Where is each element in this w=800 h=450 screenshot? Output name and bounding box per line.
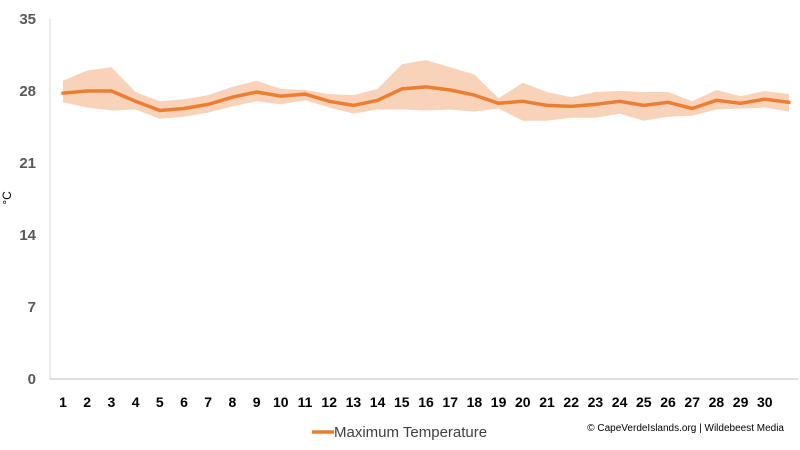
x-tick-label-6: 6: [180, 394, 188, 410]
data-point-16: [424, 85, 428, 89]
data-point-22: [569, 104, 573, 108]
x-tick-label-2: 2: [83, 394, 91, 410]
x-tick-label-29: 29: [733, 394, 749, 410]
x-tick-label-22: 22: [563, 394, 579, 410]
x-tick-label-18: 18: [467, 394, 483, 410]
data-point-21: [545, 103, 549, 107]
x-tick-label-8: 8: [229, 394, 237, 410]
data-point-9: [255, 90, 259, 94]
y-tick-label-14: 14: [19, 227, 36, 244]
data-point-19: [497, 101, 501, 105]
series-line-layer: [61, 85, 791, 113]
data-point-1: [61, 91, 65, 95]
x-tick-label-17: 17: [442, 394, 458, 410]
data-point-30: [763, 97, 767, 101]
data-point-7: [206, 102, 210, 106]
x-tick-label-3: 3: [108, 394, 116, 410]
x-tick-label-12: 12: [321, 394, 337, 410]
legend-label-maximum-temperature: Maximum Temperature: [334, 424, 487, 441]
data-point-26: [666, 100, 670, 104]
x-tick-label-30: 30: [757, 394, 773, 410]
data-point-3: [109, 89, 113, 93]
data-point-5: [158, 108, 162, 113]
x-tick-label-14: 14: [370, 394, 386, 410]
y-tick-label-21: 21: [19, 155, 36, 172]
data-point-25: [642, 103, 646, 107]
x-tick-label-10: 10: [273, 394, 289, 410]
temperature-range-band-layer: [63, 60, 789, 121]
data-point-2: [85, 89, 89, 93]
x-tick-label-28: 28: [709, 394, 725, 410]
x-tick-label-20: 20: [515, 394, 531, 410]
data-point-15: [400, 87, 404, 91]
x-tick-label-16: 16: [418, 394, 434, 410]
y-tick-label-7: 7: [28, 299, 36, 316]
data-point-18: [472, 93, 476, 97]
data-point-31: [787, 100, 791, 104]
credit-text: © CapeVerdeIslands.org | Wildebeest Medi…: [587, 423, 784, 434]
data-point-8: [230, 95, 234, 99]
data-point-20: [521, 99, 525, 103]
data-point-28: [714, 98, 719, 102]
y-tick-label-28: 28: [19, 83, 36, 100]
data-point-23: [593, 102, 598, 106]
data-point-12: [327, 99, 331, 103]
data-point-4: [134, 99, 138, 103]
x-tick-label-13: 13: [346, 394, 362, 410]
data-point-29: [739, 101, 743, 105]
data-point-13: [351, 103, 355, 107]
data-point-24: [618, 99, 622, 103]
y-axis-label: °C: [0, 191, 14, 205]
y-tick-labels: 0 7 14 21 28 35: [19, 11, 36, 388]
data-point-27: [690, 106, 694, 111]
x-tick-label-1: 1: [59, 394, 67, 410]
x-tick-label-15: 15: [394, 394, 410, 410]
data-point-11: [303, 92, 307, 96]
x-tick-label-5: 5: [156, 394, 164, 410]
y-tick-label-35: 35: [19, 11, 36, 28]
data-point-10: [279, 94, 283, 98]
x-tick-labels: 1 2 3 4 5 6 7 8 9 10 11 12 13 14 15 16 17 18 19 20 21 22 23 24 2…: [59, 394, 773, 410]
x-tick-label-26: 26: [660, 394, 676, 410]
x-tick-label-27: 27: [684, 394, 700, 410]
data-point-6: [182, 106, 186, 111]
data-point-14: [376, 98, 380, 102]
x-tick-label-19: 19: [491, 394, 507, 410]
x-tick-label-25: 25: [636, 394, 652, 410]
legend: Maximum Temperature: [312, 424, 487, 441]
x-tick-label-4: 4: [132, 394, 140, 410]
data-point-17: [448, 88, 452, 92]
x-tick-label-9: 9: [253, 394, 261, 410]
x-tick-label-7: 7: [204, 394, 212, 410]
y-tick-label-0: 0: [28, 371, 36, 388]
x-tick-label-24: 24: [612, 394, 628, 410]
temperature-range-band: [63, 60, 789, 121]
x-tick-label-23: 23: [588, 394, 604, 410]
x-tick-label-11: 11: [298, 394, 313, 410]
x-tick-label-21: 21: [539, 394, 555, 410]
